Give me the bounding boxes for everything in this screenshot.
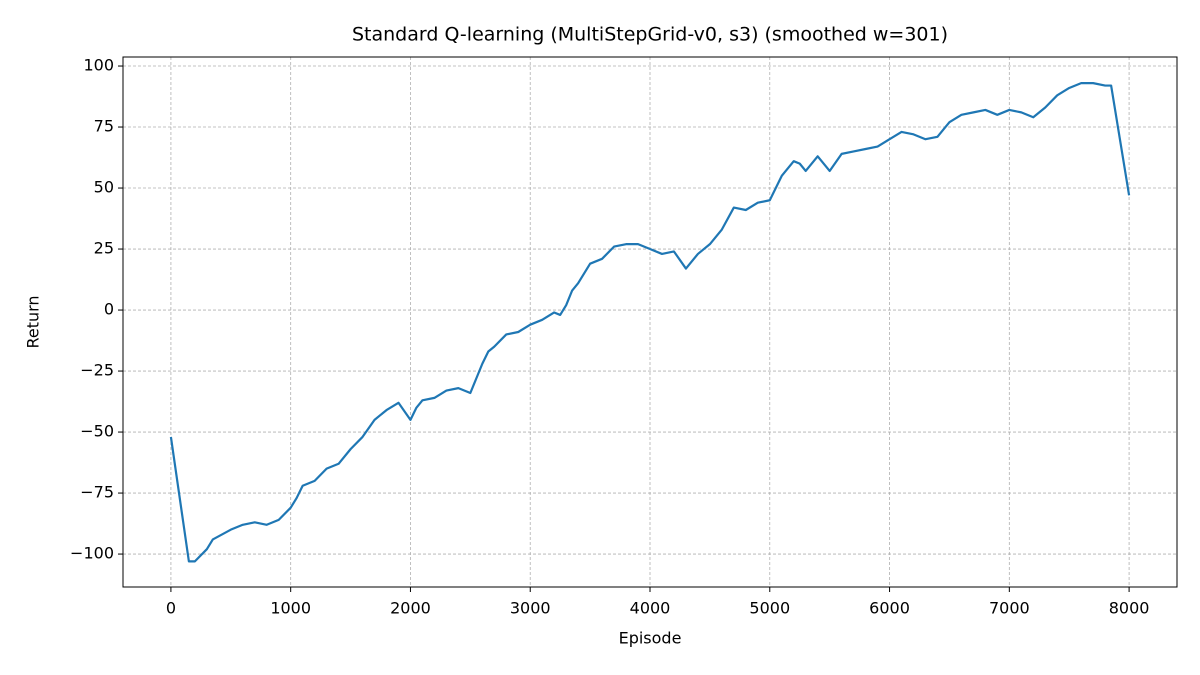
x-tick-label: 4000: [630, 599, 671, 618]
line-series: [169, 82, 1131, 563]
x-tick-label: 7000: [989, 599, 1030, 618]
x-tick-label: 2000: [390, 599, 431, 618]
y-tick-label: 0: [104, 300, 114, 319]
x-tick-label: 8000: [1109, 599, 1150, 618]
y-tick-label: 50: [94, 178, 114, 197]
y-tick-label: −25: [80, 361, 114, 380]
y-axis-label: Return: [24, 295, 43, 348]
plot-frame: [122, 56, 1178, 588]
x-tick-label: 6000: [869, 599, 910, 618]
x-tick-label: 5000: [749, 599, 790, 618]
x-tick-label: 0: [166, 599, 176, 618]
y-tick-label: −100: [70, 544, 114, 563]
y-tick-label: −75: [80, 483, 114, 502]
y-tick-label: 100: [83, 56, 114, 75]
y-tick-label: 75: [94, 117, 114, 136]
x-tick-label: 3000: [510, 599, 551, 618]
x-tick-label: 1000: [270, 599, 311, 618]
chart-title: Standard Q-learning (MultiStepGrid-v0, s…: [352, 24, 948, 46]
y-tick-label: −50: [80, 422, 114, 441]
y-tick-label: 25: [94, 239, 114, 258]
x-axis-label: Episode: [619, 629, 682, 648]
